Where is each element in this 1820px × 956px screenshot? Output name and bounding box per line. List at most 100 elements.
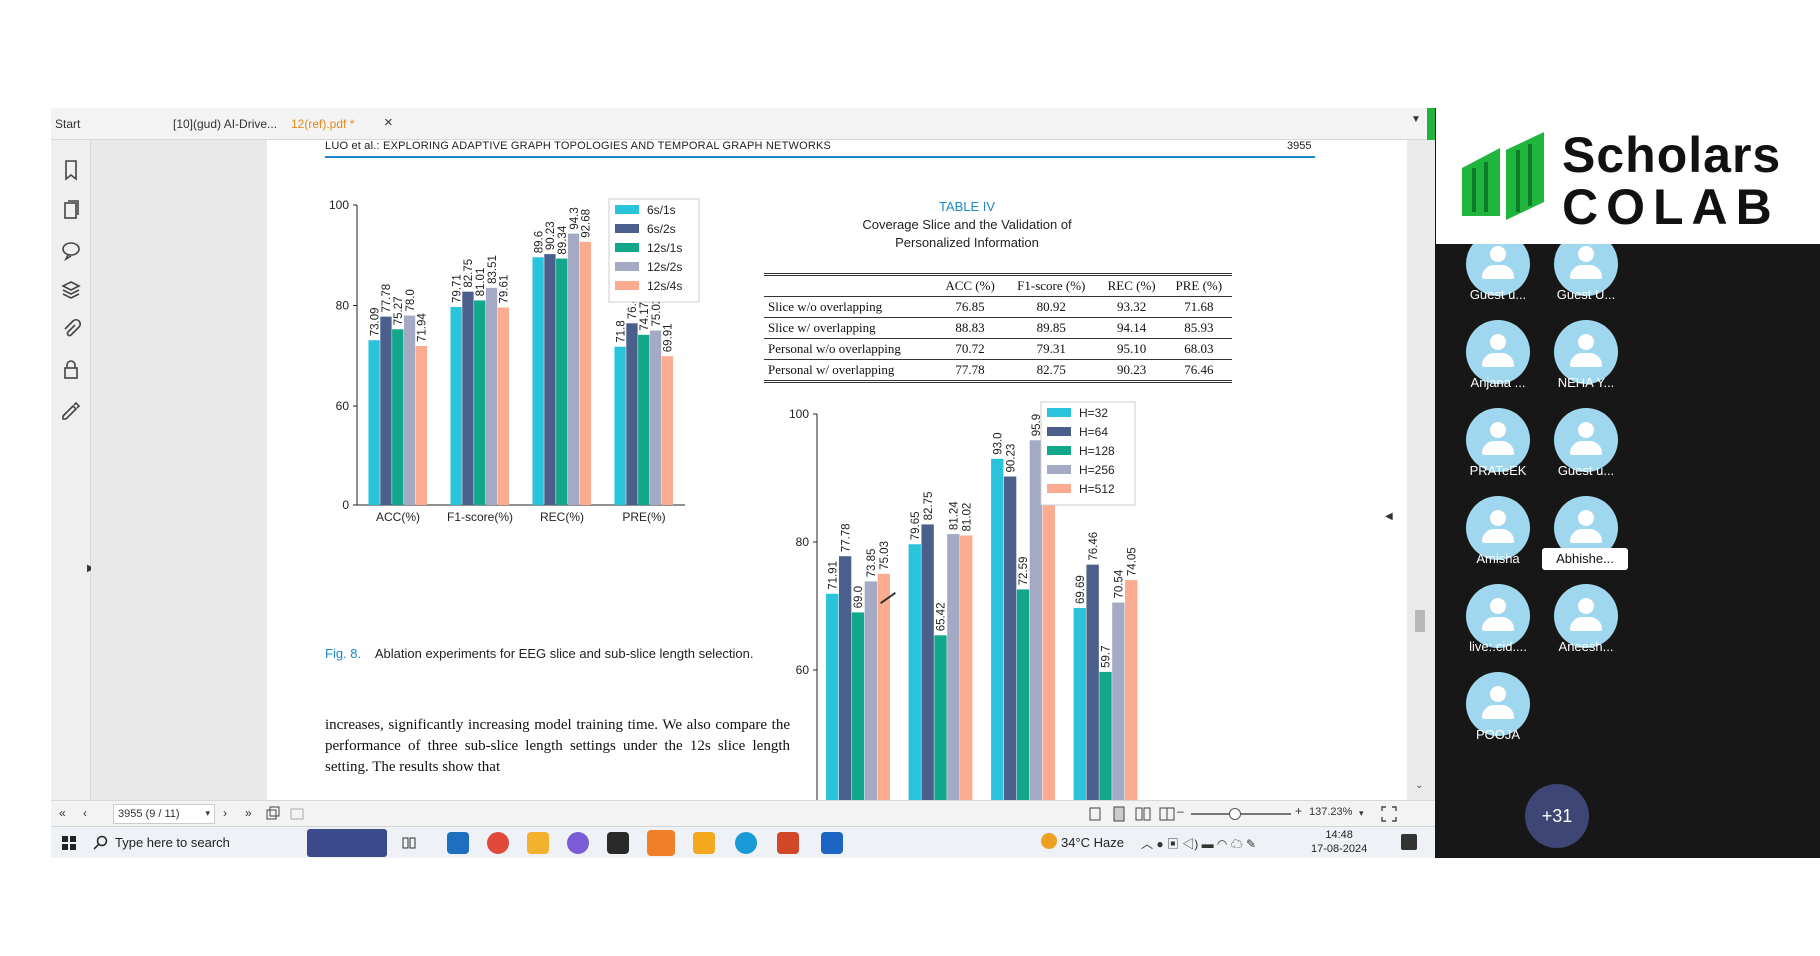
table-cell: 76.46 (1184, 362, 1214, 377)
task-view-icon[interactable] (401, 835, 417, 851)
bar-value-label: 75.27 (393, 296, 405, 325)
logo-line1: Scholars (1562, 127, 1782, 183)
zoom-in-button[interactable]: + (1295, 804, 1303, 818)
single-page-icon[interactable] (1087, 806, 1103, 822)
scrollbar-thumb[interactable] (1415, 610, 1425, 632)
comment-icon[interactable] (59, 238, 83, 262)
system-tray-icons[interactable]: ︿ ● ▣ ◁) ▬ ◠ ☁ ✎ (1141, 837, 1257, 851)
zoom-slider[interactable] (1191, 813, 1291, 815)
windows-start-icon[interactable] (61, 835, 77, 851)
bar (380, 316, 392, 505)
participant-tile[interactable]: Guest U... (1541, 232, 1631, 322)
participant-tile[interactable]: PRATeEK (1453, 408, 1543, 498)
zoom-out-button[interactable]: – (1177, 804, 1184, 818)
participant-name: Guest U... (1556, 287, 1616, 302)
edge-app-icon[interactable] (735, 832, 757, 854)
zoom-level[interactable]: 137.23% (1309, 806, 1353, 818)
table-cell: 70.72 (955, 341, 985, 356)
participant-name: Abhishe... (1542, 548, 1628, 570)
two-page-icon[interactable] (1135, 806, 1151, 822)
table-cell: Slice w/o overlapping (768, 299, 883, 314)
split-icon[interactable] (289, 806, 305, 822)
bar-value-label: 76.46 (1088, 532, 1100, 561)
next-page-button[interactable]: › (223, 806, 227, 820)
outlook-app-icon[interactable] (447, 832, 469, 854)
page-number-field[interactable]: 3955 (9 / 11) ▾ (113, 804, 215, 824)
bar (1003, 476, 1017, 800)
zoom-dropdown-icon[interactable]: ▾ (1359, 808, 1364, 818)
attachment-icon[interactable] (59, 318, 83, 342)
participant-tile[interactable]: Guest u... (1453, 232, 1543, 322)
bar-value-label: 72.59 (1018, 557, 1030, 586)
more-participants-badge[interactable]: +31 (1525, 784, 1589, 848)
sticky-notes-icon[interactable] (607, 832, 629, 854)
copilot-app-icon[interactable] (567, 832, 589, 854)
scroll-down-icon[interactable]: ⌄ (1415, 780, 1424, 791)
participant-tile[interactable]: Abhishe... (1541, 496, 1631, 586)
participant-name: Guest u... (1557, 463, 1615, 478)
active-app-icon[interactable] (647, 830, 675, 856)
powerpoint-app-icon[interactable] (777, 832, 799, 854)
prev-page-button[interactable]: ‹ (83, 806, 87, 820)
file-explorer-icon[interactable] (527, 832, 549, 854)
participant-tile[interactable]: POOJA (1453, 672, 1543, 762)
participant-tile[interactable]: Aneesh... (1541, 584, 1631, 674)
x-tick-label: ACC(%) (376, 510, 420, 524)
bar-value-label: 89.6 (533, 231, 545, 253)
bar (908, 544, 921, 800)
vertical-scrollbar[interactable]: ⌄ (1407, 140, 1435, 800)
tab-document-a[interactable]: [10](gud) AI-Drive... (173, 117, 278, 131)
last-page-button[interactable]: » (245, 806, 252, 820)
weather-text[interactable]: 34°C Haze (1061, 835, 1125, 850)
mail-app-icon[interactable] (821, 832, 843, 854)
page-number-value: 3955 (9 / 11) (118, 808, 180, 820)
bar (450, 306, 462, 505)
bar-value-label: 71.94 (417, 313, 429, 342)
fig8-caption-text: Ablation experiments for EEG slice and s… (374, 646, 754, 661)
fullscreen-icon[interactable] (1381, 806, 1397, 822)
tab-start[interactable]: Start (55, 117, 81, 131)
table-header-cell: PRE (%) (1175, 278, 1223, 293)
page-dropdown-icon[interactable]: ▾ (205, 808, 210, 818)
notes-app-icon[interactable] (693, 832, 715, 854)
sidebar-expand-icon[interactable]: ▶ (87, 563, 95, 574)
panel-collapse-icon[interactable]: ◀ (1385, 511, 1393, 522)
table-header-cell: REC (%) (1107, 278, 1156, 293)
bar (614, 346, 626, 505)
participant-tile[interactable]: Amisha (1453, 496, 1543, 586)
continuous-page-icon[interactable] (1111, 806, 1127, 822)
tab-document-b[interactable]: 12(ref).pdf * (291, 117, 355, 131)
first-page-button[interactable]: « (59, 806, 66, 820)
bar (1016, 589, 1030, 800)
chrome-app-icon[interactable] (487, 832, 509, 854)
zoom-slider-knob[interactable] (1229, 808, 1241, 820)
participant-tile[interactable]: live:.cid.... (1453, 584, 1543, 674)
notification-icon[interactable] (1401, 834, 1417, 850)
lock-icon[interactable] (59, 358, 83, 382)
bar (960, 535, 973, 800)
layers-icon[interactable] (59, 278, 83, 302)
table-cell: 93.32 (1116, 299, 1147, 314)
bar-value-label: 69.0 (853, 586, 865, 608)
bar (392, 329, 404, 505)
pages-icon[interactable] (59, 198, 83, 222)
participant-tile[interactable]: NEHA Y... (1541, 320, 1631, 410)
taskbar-clock[interactable]: 14:48 17-08-2024 (1311, 828, 1367, 856)
sign-icon[interactable] (59, 398, 83, 422)
bar-value-label: 94.3 (569, 207, 581, 229)
bar (826, 593, 839, 800)
participant-tile[interactable]: Anjana ... (1453, 320, 1543, 410)
tab-close-button[interactable]: × (384, 114, 393, 131)
table-cell: 77.78 (955, 362, 985, 377)
bar-value-label: 93.0 (993, 432, 1005, 454)
book-view-icon[interactable] (1159, 806, 1175, 822)
table-cell: 71.68 (1184, 299, 1214, 314)
tab-list-chevron-icon[interactable]: ▼ (1411, 114, 1421, 125)
copy-icon[interactable] (265, 806, 281, 822)
bookmark-icon[interactable] (59, 158, 83, 182)
y-tick-label: 0 (342, 498, 349, 512)
participant-tile[interactable]: Guest u... (1541, 408, 1631, 498)
table-caption: TABLE IV Coverage Slice and the Validati… (762, 198, 1172, 252)
clock-date: 17-08-2024 (1311, 843, 1368, 855)
